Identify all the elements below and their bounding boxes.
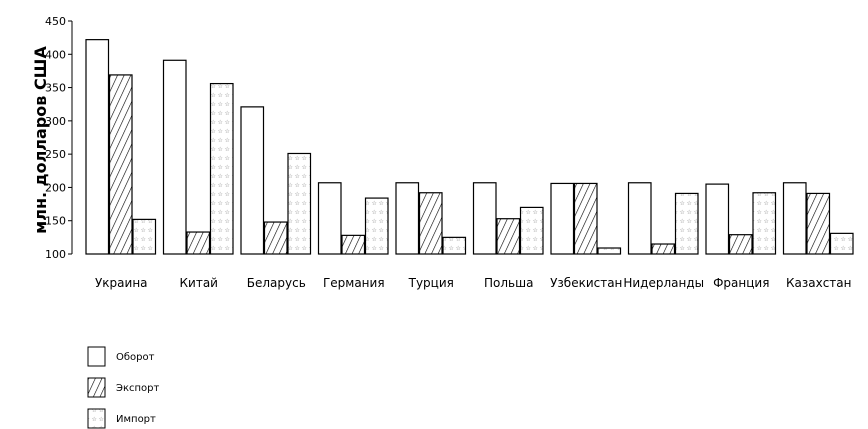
bar-turnover [705, 183, 730, 255]
x-tick-label: Узбекистан [550, 276, 622, 290]
bar-export [186, 231, 211, 255]
bar-import [442, 236, 467, 255]
y-axis: 100 150 200 250 300 350 400 450 [45, 15, 73, 261]
bar-export [806, 192, 831, 255]
bar-import [209, 82, 234, 255]
legend-label: Оборот [116, 352, 155, 363]
bar-import [364, 197, 389, 255]
bar-turnover [627, 182, 652, 255]
y-tick-label: 150 [45, 215, 66, 228]
bar-turnover [472, 182, 497, 255]
x-tick-label: Китай [180, 276, 218, 290]
x-axis-labels: Украина Китай Беларусь Германия Турция Польша… [95, 276, 852, 290]
bar-turnover [317, 182, 342, 255]
bar-export [418, 192, 443, 255]
bar-export [108, 74, 133, 255]
bars [85, 39, 854, 255]
bar-import [287, 152, 312, 255]
bar-turnover [85, 39, 110, 255]
y-tick-label: 350 [45, 82, 66, 95]
y-tick-label: 250 [45, 148, 66, 161]
x-tick-label: Польша [484, 276, 533, 290]
y-tick-label: 200 [45, 181, 66, 194]
bar-import [674, 192, 699, 255]
y-tick-label: 100 [45, 248, 66, 261]
bar-turnover [782, 182, 807, 255]
legend-swatch [87, 377, 106, 398]
bar-import [752, 192, 777, 255]
x-tick-label: Беларусь [247, 276, 306, 290]
bar-export [573, 182, 598, 255]
bar-turnover [550, 182, 575, 255]
y-tick-label: 450 [45, 15, 66, 28]
bar-export [728, 234, 753, 255]
bar-turnover [240, 106, 265, 255]
x-tick-label: Казахстан [786, 276, 852, 290]
legend: Оборот Экспорт Импорт [87, 346, 160, 429]
legend-label: Экспорт [116, 383, 160, 394]
bar-turnover [162, 59, 187, 255]
bar-export [496, 218, 521, 255]
legend-swatch [87, 408, 106, 429]
bar-import [829, 232, 854, 255]
x-tick-label: Турция [408, 276, 454, 290]
bar-export [341, 234, 366, 255]
bar-turnover [395, 182, 420, 255]
legend-swatch [87, 346, 106, 367]
bar-import [132, 218, 157, 255]
y-tick-label: 300 [45, 115, 66, 128]
bar-export [651, 243, 676, 255]
y-tick-label: 400 [45, 48, 66, 61]
x-tick-label: Украина [95, 276, 148, 290]
x-tick-label: Германия [323, 276, 385, 290]
bar-export [263, 221, 288, 255]
x-tick-label: Франция [713, 276, 769, 290]
y-axis-label: млн. долларов США [31, 46, 50, 234]
bar-import [519, 206, 544, 255]
legend-label: Импорт [116, 414, 156, 425]
x-tick-label: Нидерланды [623, 276, 704, 290]
bar-import [597, 247, 622, 255]
